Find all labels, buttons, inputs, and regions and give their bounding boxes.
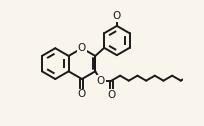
Text: O: O [78, 43, 86, 53]
Text: O: O [113, 11, 121, 21]
Text: O: O [78, 89, 86, 99]
Text: O: O [107, 90, 116, 100]
Text: O: O [96, 76, 105, 86]
